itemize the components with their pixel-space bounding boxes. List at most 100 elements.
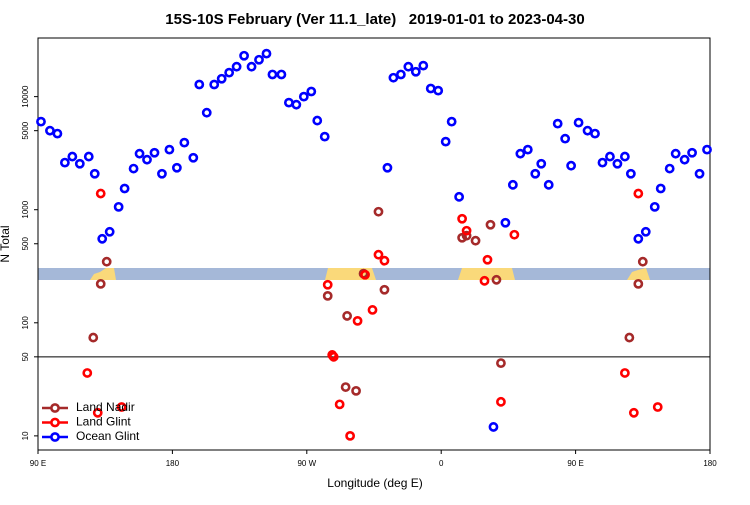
x-tick-label: 90 W <box>297 459 316 468</box>
point <box>312 115 323 126</box>
point <box>351 385 361 396</box>
point <box>298 91 309 102</box>
point <box>605 151 615 162</box>
point <box>507 179 518 190</box>
point <box>291 99 302 110</box>
point <box>231 61 242 72</box>
point <box>194 79 205 90</box>
point <box>625 168 636 179</box>
point <box>496 358 506 369</box>
legend-label: Land Nadir <box>76 400 135 414</box>
point <box>113 201 124 212</box>
point <box>216 73 227 84</box>
point <box>454 191 465 202</box>
point <box>188 152 199 163</box>
x-tick-label: 90 E <box>567 459 583 468</box>
point <box>619 368 630 378</box>
y-tick-label: 100 <box>21 316 30 330</box>
point <box>652 402 663 412</box>
point <box>209 79 220 90</box>
y-tick-label: 50 <box>21 352 30 361</box>
point <box>224 67 235 78</box>
point <box>649 201 660 212</box>
point <box>433 85 444 96</box>
point <box>267 69 278 80</box>
point <box>59 157 70 168</box>
y-tick-label: 1000 <box>21 200 30 218</box>
point <box>306 86 317 97</box>
point <box>461 225 472 236</box>
point <box>612 158 623 169</box>
point <box>95 188 106 199</box>
point <box>142 154 152 165</box>
point <box>488 422 499 432</box>
point <box>637 256 648 267</box>
point <box>573 117 584 128</box>
point <box>119 183 130 194</box>
point <box>373 249 384 260</box>
point <box>446 116 457 127</box>
point <box>83 151 94 162</box>
point <box>566 160 577 171</box>
point <box>201 107 212 118</box>
legend-marker <box>50 432 60 442</box>
point <box>246 61 257 72</box>
point <box>116 402 127 412</box>
point <box>687 147 697 158</box>
y-tick-label: 10000 <box>21 85 30 108</box>
point <box>440 136 451 147</box>
point <box>560 133 571 144</box>
point <box>134 148 145 159</box>
point <box>485 219 496 230</box>
point <box>88 332 99 343</box>
point <box>101 256 112 267</box>
legend-label: Land Glint <box>76 415 131 429</box>
x-tick-label: 90 E <box>30 459 46 468</box>
y-axis-label: N Total <box>0 225 12 262</box>
y-tick-label: 500 <box>21 237 30 251</box>
point <box>543 179 554 190</box>
point <box>655 183 666 194</box>
point <box>319 131 330 142</box>
point <box>403 61 414 72</box>
x-tick-label: 180 <box>703 459 717 468</box>
point <box>491 274 502 285</box>
y-tick-label: 10 <box>21 431 30 440</box>
point <box>619 151 630 162</box>
point <box>470 235 481 246</box>
point <box>261 48 272 59</box>
point <box>679 154 690 165</box>
point <box>509 229 520 240</box>
surface-band <box>38 268 710 280</box>
point <box>590 128 600 139</box>
point <box>254 54 264 65</box>
x-axis-label: Longitude (deg E) <box>327 476 422 490</box>
point <box>171 162 182 173</box>
point <box>624 332 635 343</box>
point <box>536 158 547 169</box>
point <box>597 157 608 168</box>
point <box>496 396 506 407</box>
point <box>36 116 46 127</box>
point <box>522 144 533 155</box>
point <box>457 213 468 224</box>
point <box>379 284 390 295</box>
point <box>67 151 78 162</box>
point <box>95 278 106 289</box>
point <box>276 69 287 80</box>
point <box>633 278 644 289</box>
chart-title: 15S-10S February (Ver 11.1_late) 2019-01… <box>165 11 584 28</box>
point <box>334 399 345 410</box>
point <box>395 69 406 80</box>
series <box>82 188 663 441</box>
point <box>92 407 103 418</box>
point <box>367 305 378 315</box>
point <box>628 407 639 418</box>
point <box>379 255 390 266</box>
point <box>352 315 363 326</box>
point <box>97 233 108 244</box>
point <box>694 168 705 179</box>
